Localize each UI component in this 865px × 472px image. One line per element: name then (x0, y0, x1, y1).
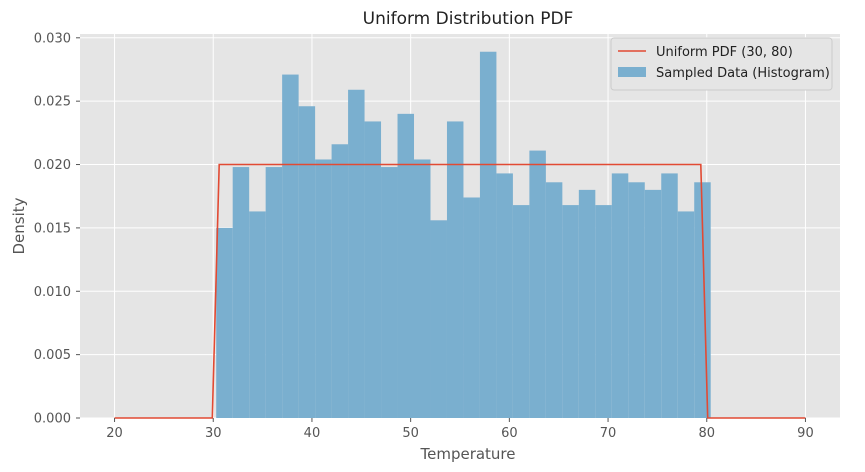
legend-pdf-label: Uniform PDF (30, 80) (656, 45, 793, 60)
histogram-bar (282, 74, 299, 419)
y-tick-label: 0.025 (34, 95, 71, 110)
y-tick-label: 0.015 (34, 221, 71, 236)
histogram-bar (611, 173, 629, 418)
histogram-bar (249, 211, 266, 418)
y-tick-label: 0.010 (34, 285, 71, 300)
histogram-bar (265, 167, 283, 418)
chart-title: Uniform Distribution PDF (363, 9, 574, 29)
histogram-bar (381, 167, 398, 418)
y-tick-label: 0.005 (34, 348, 71, 363)
histogram-bar (364, 121, 382, 418)
histogram-bar (545, 182, 563, 418)
histogram-bar (628, 182, 645, 418)
x-axis-ticks: 20 30 40 50 60 70 80 90 (106, 418, 814, 441)
histogram-bar (430, 220, 447, 418)
histogram-bar (578, 189, 596, 418)
histogram-bar (331, 144, 349, 418)
histogram-bar (414, 159, 431, 419)
x-tick-label: 40 (304, 426, 321, 441)
pdf-line (114, 163, 806, 419)
legend: Uniform PDF (30, 80) Sampled Data (Histo… (610, 37, 833, 91)
x-axis-title: Temperature (419, 445, 515, 463)
legend-histogram-swatch (618, 67, 646, 77)
x-tick-label: 50 (402, 426, 419, 441)
y-axis-ticks: 0.000 0.005 0.010 0.015 0.020 0.025 0.030 (34, 31, 80, 427)
histogram-bar (677, 211, 695, 418)
histogram-bar (446, 121, 464, 418)
legend-box (610, 37, 833, 91)
histogram-bar (463, 197, 480, 418)
histogram-bar (562, 205, 579, 418)
y-axis-title: Density (10, 197, 28, 254)
y-tick-label: 0.030 (34, 31, 71, 46)
x-tick-label: 60 (501, 426, 518, 441)
histogram-bar (397, 113, 415, 418)
x-tick-label: 70 (600, 426, 617, 441)
histogram-bar (496, 173, 513, 418)
x-tick-label: 80 (698, 426, 715, 441)
histogram-bar (512, 205, 530, 418)
x-tick-label: 90 (797, 426, 814, 441)
y-tick-label: 0.000 (34, 412, 71, 427)
histogram-bar (644, 189, 662, 418)
histogram-bar (529, 150, 546, 418)
histogram-bar (661, 173, 678, 418)
histogram-bar (216, 227, 233, 418)
legend-histogram-label: Sampled Data (Histogram) (656, 66, 830, 81)
histogram-bar (479, 51, 497, 418)
x-tick-label: 20 (106, 426, 123, 441)
y-tick-label: 0.020 (34, 158, 71, 173)
histogram-bar (595, 205, 612, 418)
histogram-bar (298, 106, 316, 419)
x-tick-label: 30 (205, 426, 222, 441)
histogram-bar (315, 159, 332, 419)
histogram-bar (232, 167, 250, 418)
histogram-bar (348, 89, 365, 418)
histogram-bars (216, 51, 711, 419)
